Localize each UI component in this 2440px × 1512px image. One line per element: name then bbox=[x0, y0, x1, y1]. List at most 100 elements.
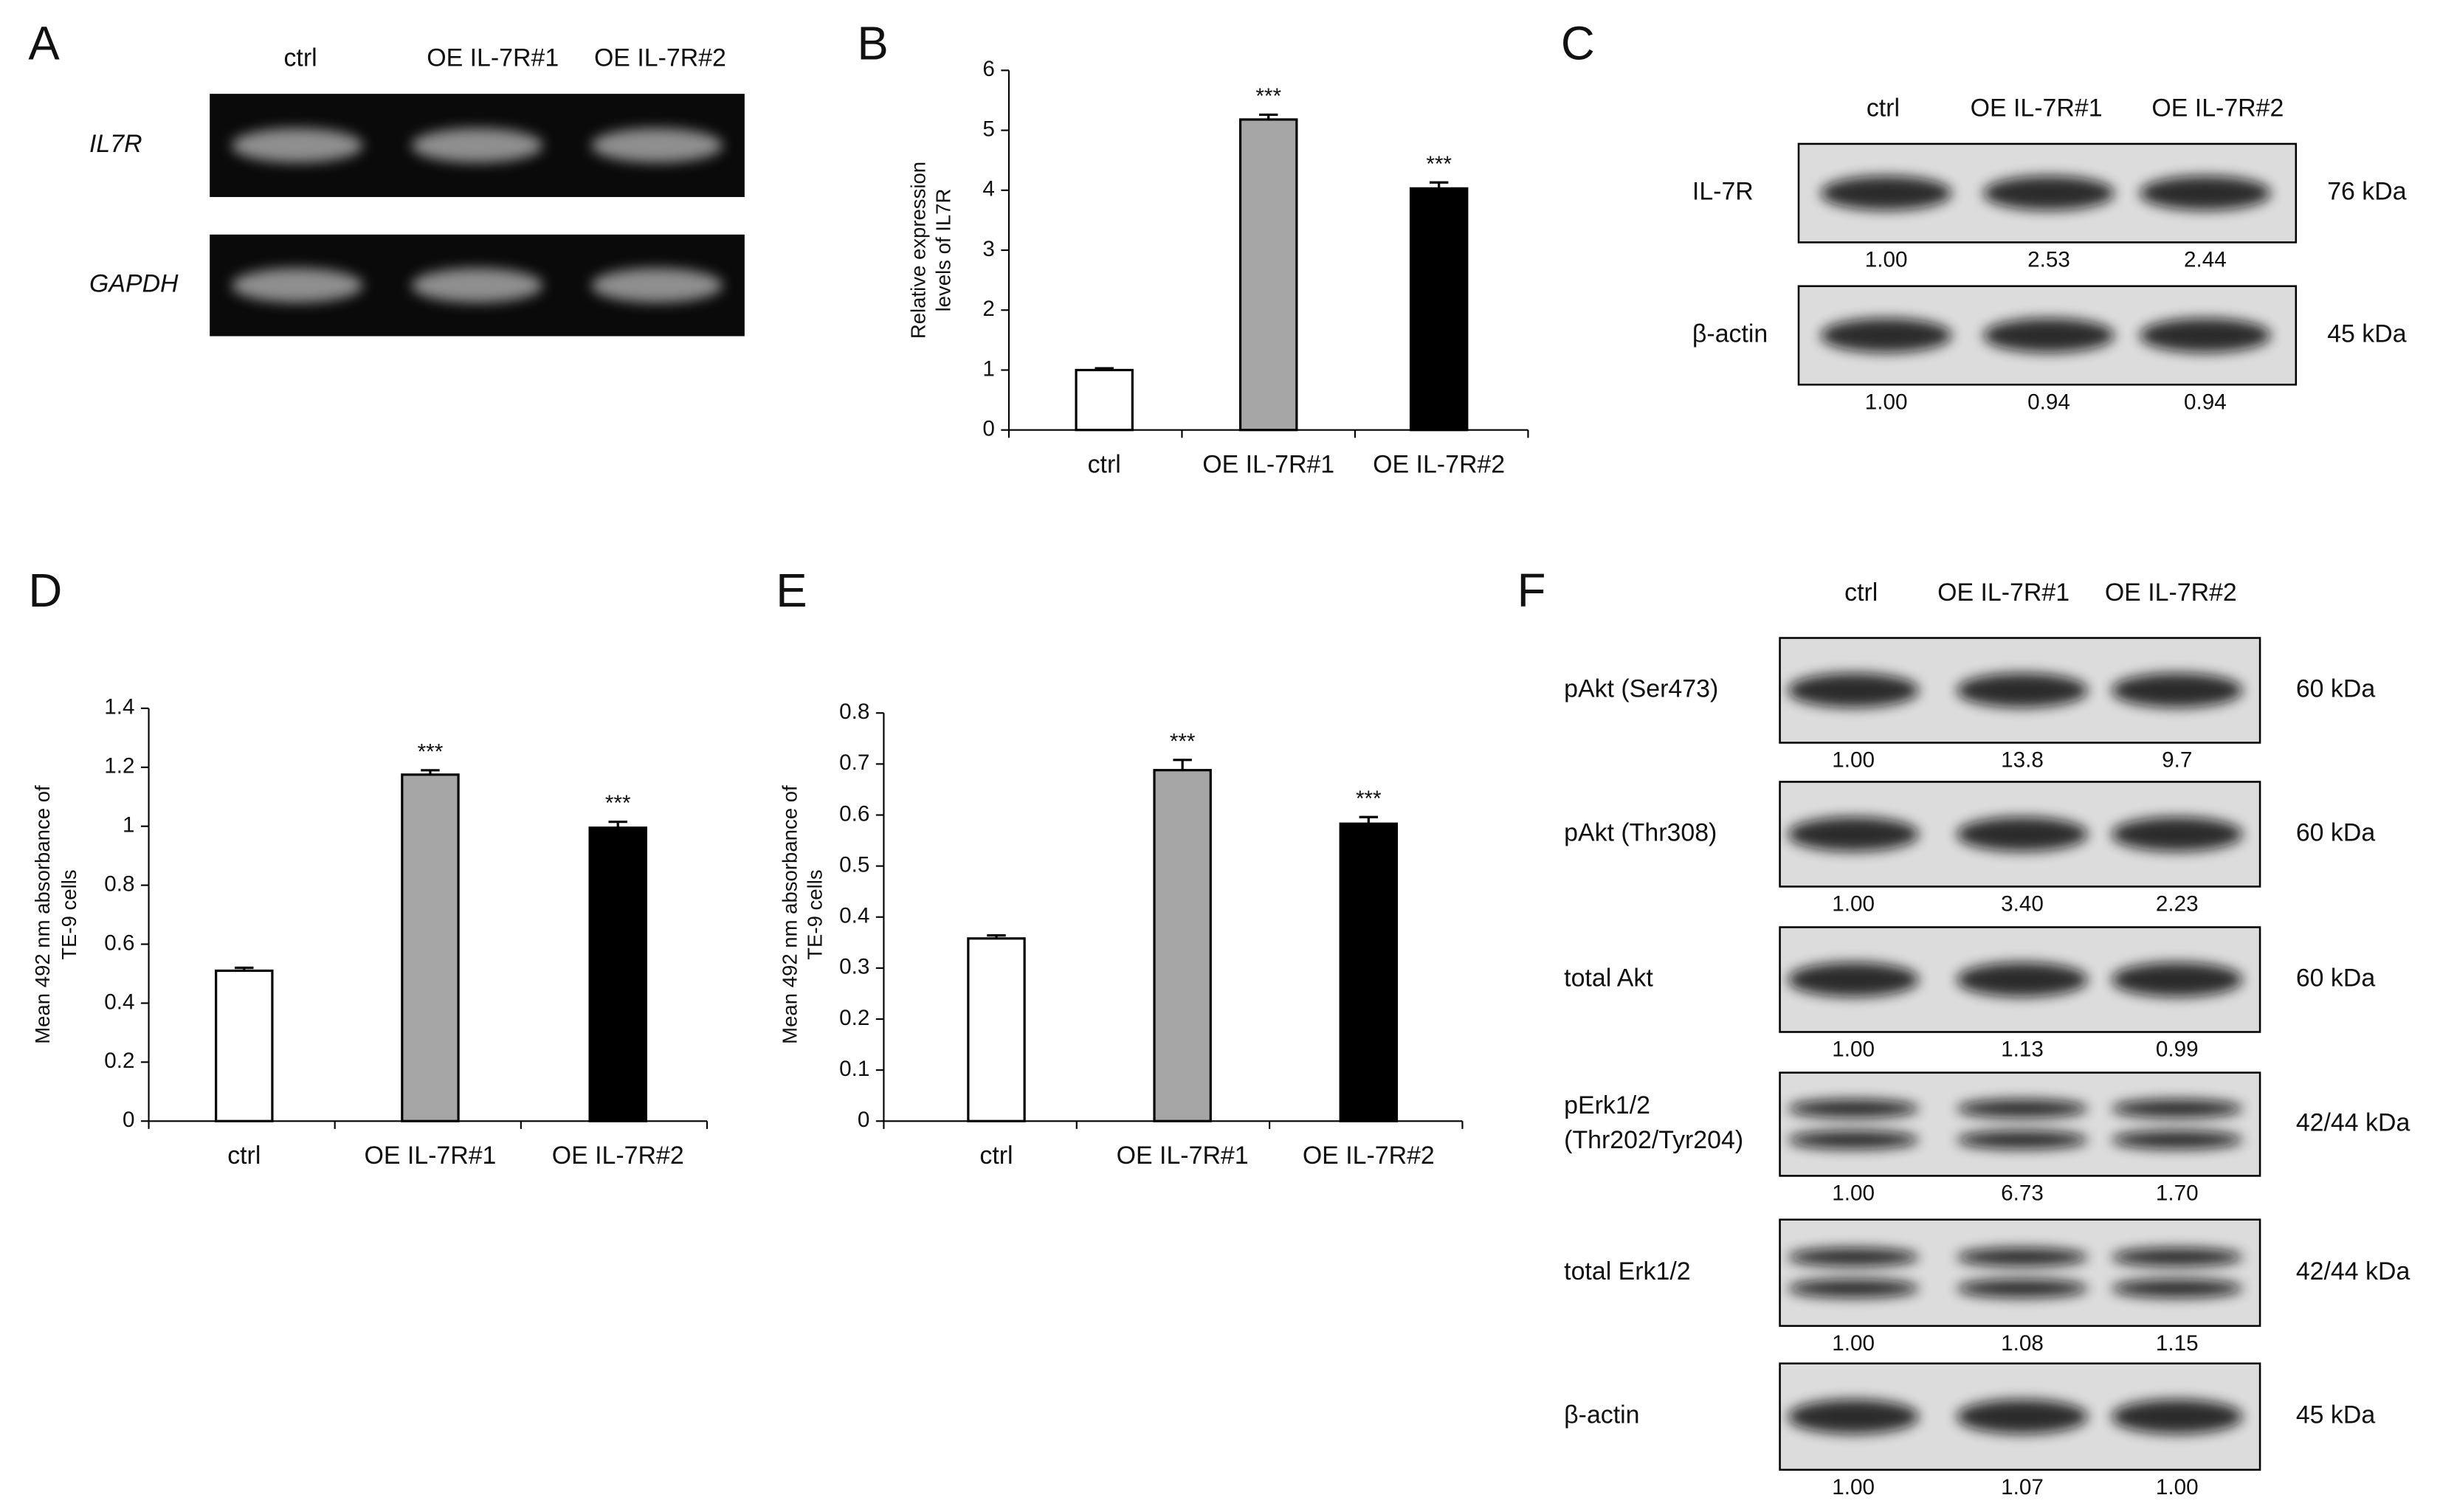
y-tick-label: 4 bbox=[982, 177, 995, 201]
quant-label: 1.07 bbox=[2001, 1475, 2044, 1499]
panel-label: C bbox=[1561, 17, 1595, 69]
x-tick-label: ctrl bbox=[1088, 450, 1121, 478]
panel-label: A bbox=[28, 17, 60, 69]
band bbox=[1957, 1247, 2089, 1267]
row-label: total Akt bbox=[1564, 964, 1653, 992]
error-bar bbox=[1258, 113, 1278, 120]
mw-label: 42/44 kDa bbox=[2296, 1108, 2410, 1136]
bar bbox=[1409, 187, 1469, 432]
y-axis-label: levels of IL7R bbox=[931, 189, 954, 312]
bar bbox=[401, 773, 460, 1122]
bar bbox=[588, 826, 647, 1122]
bar bbox=[967, 937, 1026, 1122]
panel-label: D bbox=[28, 565, 62, 617]
quant-label: 0.94 bbox=[2184, 390, 2227, 415]
band bbox=[2139, 318, 2271, 353]
y-tick-label: 0.4 bbox=[104, 990, 134, 1014]
y-axis-label: TE-9 cells bbox=[58, 869, 80, 959]
band bbox=[1788, 962, 1920, 997]
error-bar bbox=[1429, 181, 1449, 189]
y-tick-label: 1 bbox=[982, 356, 995, 381]
quant-label: 1.00 bbox=[1832, 1475, 1875, 1499]
quant-label: 6.73 bbox=[2001, 1181, 2044, 1206]
y-tick-label: 0.8 bbox=[839, 700, 869, 724]
quant-label: 1.00 bbox=[1832, 1181, 1875, 1206]
bar bbox=[1075, 368, 1134, 432]
band bbox=[2139, 176, 2271, 210]
quant-label: 1.08 bbox=[2001, 1331, 2044, 1356]
mw-label: 45 kDa bbox=[2327, 320, 2407, 348]
band bbox=[1788, 1247, 1920, 1267]
band bbox=[231, 128, 363, 163]
y-axis-label: Mean 492 nm absorbance of bbox=[779, 785, 802, 1044]
band bbox=[2111, 1399, 2243, 1435]
y-tick-label: 2 bbox=[982, 297, 995, 321]
lane-label: ctrl bbox=[1867, 94, 1900, 122]
band bbox=[591, 268, 723, 303]
band bbox=[411, 268, 543, 303]
band bbox=[2111, 1130, 2243, 1150]
mw-label: 76 kDa bbox=[2327, 178, 2407, 206]
panel-label: B bbox=[857, 17, 888, 69]
band bbox=[411, 128, 543, 163]
error-bar bbox=[1095, 367, 1114, 370]
band bbox=[1788, 1099, 1920, 1119]
panel-label: F bbox=[1517, 565, 1546, 617]
y-tick-label: 1.2 bbox=[104, 754, 134, 779]
lane-label: OE IL-7R#1 bbox=[1971, 94, 2103, 122]
x-tick-label: OE IL-7R#1 bbox=[1202, 450, 1334, 478]
y-tick-label: 0 bbox=[123, 1108, 135, 1132]
band bbox=[1957, 962, 2089, 997]
band bbox=[231, 268, 363, 303]
y-axis-label: TE-9 cells bbox=[804, 869, 827, 959]
bar bbox=[1339, 822, 1399, 1122]
bar bbox=[1153, 769, 1212, 1122]
x-tick-label: OE IL-7R#2 bbox=[1373, 450, 1505, 478]
x-tick-label: ctrl bbox=[227, 1142, 261, 1170]
significance: *** bbox=[418, 739, 444, 764]
quant-label: 1.00 bbox=[2156, 1475, 2199, 1499]
row-label: pErk1/2 bbox=[1564, 1091, 1650, 1119]
quant-label: 13.8 bbox=[2001, 748, 2044, 773]
y-tick-label: 0.5 bbox=[839, 852, 869, 877]
quant-label: 1.00 bbox=[1865, 390, 1908, 415]
row-label: β-actin bbox=[1564, 1401, 1639, 1429]
error-bar bbox=[1173, 759, 1192, 770]
lane-label: ctrl bbox=[1844, 579, 1878, 607]
lane-label: OE IL-7R#2 bbox=[2151, 94, 2284, 122]
quant-label: 2.53 bbox=[2027, 248, 2070, 272]
quant-label: 1.00 bbox=[1832, 892, 1875, 916]
band bbox=[1957, 1279, 2089, 1298]
band bbox=[1788, 817, 1920, 852]
lane-label: OE IL-7R#1 bbox=[1937, 579, 2069, 607]
error-bar bbox=[235, 966, 254, 971]
band bbox=[1957, 1130, 2089, 1150]
lane-label: OE IL-7R#2 bbox=[2105, 579, 2237, 607]
quant-label: 1.15 bbox=[2156, 1331, 2199, 1356]
quant-label: 9.7 bbox=[2162, 748, 2192, 773]
row-label: GAPDH bbox=[89, 270, 179, 298]
significance: *** bbox=[1356, 787, 1382, 811]
x-tick-label: OE IL-7R#2 bbox=[552, 1142, 684, 1170]
y-tick-label: 0.1 bbox=[839, 1057, 869, 1081]
y-axis-label: Mean 492 nm absorbance of bbox=[31, 785, 54, 1044]
band bbox=[1983, 318, 2115, 353]
y-tick-label: 0.3 bbox=[839, 955, 869, 979]
row-label: pAkt (Thr308) bbox=[1564, 818, 1717, 846]
y-tick-label: 0.8 bbox=[104, 871, 134, 896]
quant-label: 1.00 bbox=[1832, 1331, 1875, 1356]
quant-label: 1.13 bbox=[2001, 1038, 2044, 1062]
row-label: pAkt (Ser473) bbox=[1564, 674, 1718, 703]
row-label: (Thr202/Tyr204) bbox=[1564, 1126, 1743, 1154]
band bbox=[1788, 673, 1920, 708]
band bbox=[1983, 176, 2115, 210]
quant-label: 2.23 bbox=[2156, 892, 2199, 916]
band bbox=[1820, 318, 1952, 353]
error-bar bbox=[1359, 815, 1379, 824]
band bbox=[1788, 1130, 1920, 1150]
significance: *** bbox=[1426, 152, 1452, 176]
mw-label: 42/44 kDa bbox=[2296, 1257, 2410, 1285]
y-tick-label: 0.6 bbox=[839, 801, 869, 826]
band bbox=[2111, 817, 2243, 852]
